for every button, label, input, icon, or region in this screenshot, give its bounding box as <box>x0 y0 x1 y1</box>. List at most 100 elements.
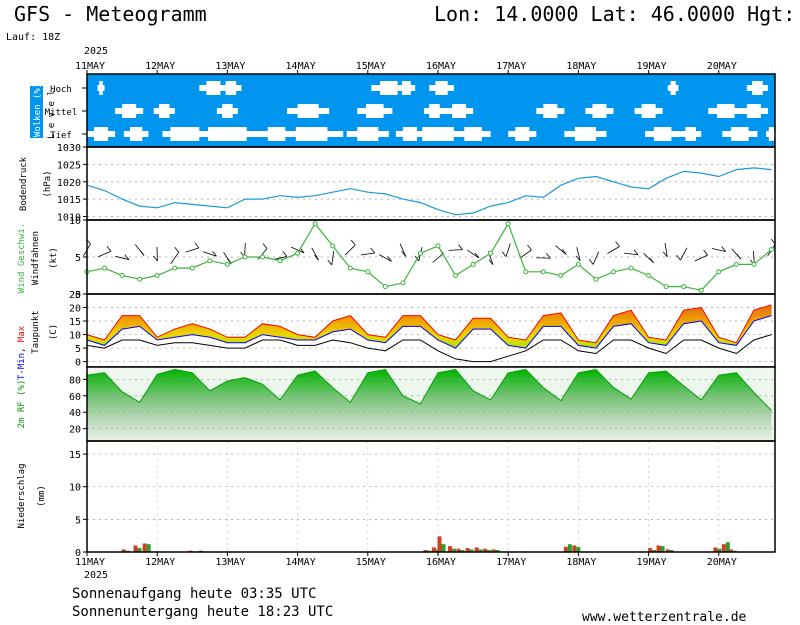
wind-barb-feather <box>458 244 463 250</box>
date-label-bottom: 13MAY <box>215 557 245 568</box>
wind-barb <box>399 243 407 257</box>
cloud-gap <box>366 104 384 118</box>
wind-barb <box>115 255 129 261</box>
precip-bar-red <box>665 549 670 552</box>
rh-tick-label: 60 <box>69 392 81 403</box>
wind-barb-feather <box>314 254 319 261</box>
wind-speed-point <box>260 254 265 260</box>
wind-barb-feather <box>736 254 742 260</box>
precip-bar-red <box>474 547 479 552</box>
wind-speed-point <box>382 284 388 290</box>
wind-speed-point <box>417 250 423 256</box>
pressure-tick-label: 1020 <box>57 178 81 189</box>
cloud-cover-label: Wolken (%) <box>33 83 43 137</box>
precip-bar-green <box>441 544 446 552</box>
date-label-bottom: 20MAY <box>707 557 737 568</box>
precip-bar-red <box>491 549 496 552</box>
precip-bar-green <box>487 550 492 552</box>
precip-bar-red <box>437 536 442 552</box>
wind-speed-point <box>453 273 459 278</box>
pressure-panel-frame <box>86 146 776 221</box>
wind-barb-feather <box>124 254 130 260</box>
wind-speed-point <box>470 261 476 267</box>
cloud-gap <box>267 127 286 141</box>
date-label-bottom: 14MAY <box>286 557 316 568</box>
location-coordinates: Lon: 14.0000 Lat: 46.0000 Hgt: 7 <box>434 2 800 26</box>
wind-speed-point <box>593 276 599 282</box>
precip-bar-red <box>465 548 470 552</box>
precip-bar-red <box>456 548 461 552</box>
year-label-top: 2025 <box>84 46 108 57</box>
wind-barb-feather <box>575 255 581 262</box>
precip-tick-label: 10 <box>69 483 81 494</box>
wind-tick-label: 10 <box>69 216 81 227</box>
wind-barb <box>711 248 726 252</box>
wind-barb <box>360 252 375 256</box>
wind-barb <box>694 254 708 262</box>
date-label-top: 17MAY <box>496 61 526 72</box>
wind-speed-point <box>611 269 616 275</box>
cloud-gap <box>222 104 233 118</box>
wind-barb <box>273 256 287 260</box>
wind-barb-feather <box>327 259 333 266</box>
date-label-bottom: 11MAY <box>75 557 105 568</box>
wind-speed-point <box>224 261 230 267</box>
sunset-text: Sonnenuntergang heute 18:23 UTC <box>72 604 334 620</box>
precip-bar-green <box>717 548 722 552</box>
wind-speed-point <box>663 284 669 290</box>
wind-speed-point <box>137 276 143 282</box>
wind-barb <box>203 251 217 257</box>
level-axis-label: L e v e l <box>47 90 57 139</box>
wind-speed-point <box>698 287 704 293</box>
wind-barb-feather <box>106 246 112 252</box>
date-label-bottom: 12MAY <box>145 557 175 568</box>
wind-barb-feather <box>262 243 268 249</box>
wind-speed-point <box>646 273 652 278</box>
wind-barb <box>331 251 335 265</box>
date-label-bottom: 19MAY <box>637 557 667 568</box>
wind-barb-feather <box>703 249 708 256</box>
dewpoint-line <box>86 334 772 363</box>
date-label-top: 20MAY <box>707 61 737 72</box>
pressure-tick-label: 1030 <box>57 143 81 154</box>
temp-range-area <box>87 304 772 349</box>
precip-panel-frame <box>86 440 776 553</box>
precip-bar-green <box>495 550 500 552</box>
pressure-unit: (hPa) <box>43 170 53 197</box>
wind-barb-feather <box>370 247 376 254</box>
precip-bar-green <box>576 546 581 552</box>
cloud-gap <box>357 127 379 141</box>
temp-tick-label: 20 <box>69 304 81 315</box>
date-label-top: 13MAY <box>215 61 245 72</box>
cloud-gap <box>122 104 137 118</box>
pressure-label: Bodendruck <box>19 156 29 211</box>
wind-speed-point <box>733 261 739 267</box>
cloud-gap <box>129 127 143 141</box>
tmin-line <box>86 315 772 349</box>
wind-barb <box>379 254 392 262</box>
wind-barb <box>576 247 581 261</box>
wind-barb-feather <box>588 259 594 265</box>
cloud-gap <box>717 104 735 118</box>
year-label-bottom: 2025 <box>84 570 108 581</box>
wind-barb <box>555 245 567 255</box>
wind-speed-point <box>189 265 195 271</box>
precip-tick-label: 0 <box>75 548 81 559</box>
precip-bar-green <box>146 544 151 552</box>
cloud-gap <box>435 81 448 95</box>
wind-speed-point <box>102 265 108 271</box>
wind-unit: (kt) <box>49 247 59 269</box>
date-label-top: 11MAY <box>75 61 105 72</box>
wind-speed-point <box>628 265 634 271</box>
wind-barb-feather <box>350 239 356 246</box>
cloud-gap <box>670 81 676 95</box>
cloud-gap <box>158 104 170 118</box>
cloud-gap <box>422 127 454 141</box>
wind-barb-feather <box>561 249 567 255</box>
cloud-gap <box>592 104 607 118</box>
temp-tick-label: 10 <box>69 331 81 342</box>
precip-bar-green <box>137 548 142 552</box>
wind-barb-feather <box>676 254 681 261</box>
precip-bar-red <box>431 547 436 552</box>
